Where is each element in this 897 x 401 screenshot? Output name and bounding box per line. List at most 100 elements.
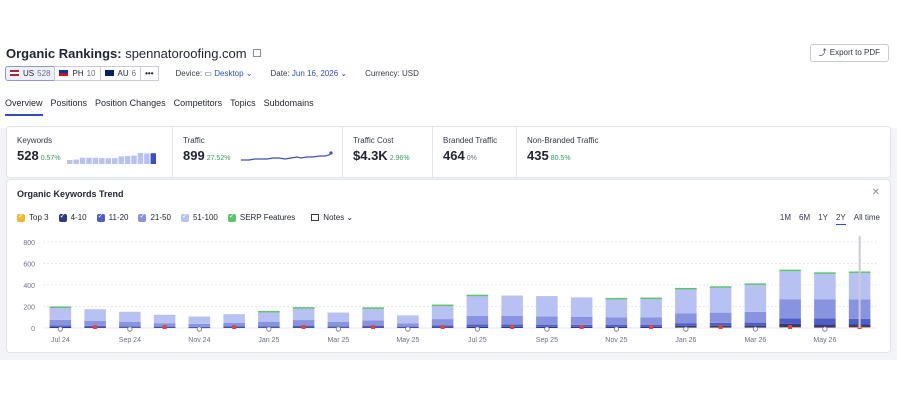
currency-value: USD (402, 68, 419, 78)
flag-marker-icon (93, 325, 98, 329)
bar-segment (640, 298, 662, 318)
legend-label: 11-20 (108, 213, 129, 222)
kpi-branded-traffic[interactable]: Branded Traffic 464 0% (432, 127, 516, 177)
legend-51-100[interactable]: 51-100 (180, 212, 218, 222)
bar-segment (814, 318, 836, 325)
notes-dropdown[interactable]: Notes ⌄ (311, 213, 353, 222)
legend-4-10[interactable]: 4-10 (58, 212, 87, 222)
checkbox-icon (138, 212, 147, 222)
kpi-label: Non-Branded Traffic (527, 136, 599, 145)
flag-marker-icon (718, 325, 723, 329)
bar-segment (501, 315, 523, 325)
close-icon[interactable]: ✕ (871, 187, 880, 198)
bar-segment (292, 307, 315, 321)
card-title: Organic Keywords Trend (17, 189, 124, 199)
tab-positions[interactable]: Positions (50, 98, 88, 108)
db-count: 10 (86, 68, 96, 78)
bar-segment (466, 315, 489, 325)
bar-segment (814, 299, 836, 319)
x-tick-label: May 25 (396, 337, 419, 344)
bar-segment (779, 299, 801, 319)
note-marker-icon (474, 326, 480, 332)
sparkline-bar (92, 157, 99, 164)
sparkline-bar (131, 155, 137, 164)
bar-segment (536, 296, 558, 317)
flag-marker-icon (301, 325, 306, 329)
bar-segment (292, 320, 315, 326)
legend-label: 21-50 (150, 213, 171, 222)
x-tick-label: Jul 25 (468, 337, 487, 344)
monitor-icon: ▭ (204, 68, 212, 78)
external-link-icon[interactable] (253, 49, 262, 57)
tab-overview[interactable]: Overview (5, 98, 43, 116)
ph-flag-icon (59, 70, 69, 76)
chevron-down-icon: ⌄ (344, 213, 354, 222)
tab-subdomains[interactable]: Subdomains (263, 98, 314, 108)
tab-position-changes[interactable]: Position Changes (95, 98, 166, 108)
more-databases-button[interactable]: ••• (140, 65, 159, 81)
date-select[interactable]: Date: Jun 16, 2026 ⌄ (271, 69, 348, 78)
range-6m[interactable]: 6M (799, 213, 811, 222)
legend-top-3[interactable]: Top 3 (17, 212, 49, 222)
note-marker-icon (683, 326, 689, 332)
bar-segment (49, 325, 72, 327)
database-au[interactable]: AU 6 (99, 65, 142, 81)
legend-serp-features[interactable]: SERP Features (227, 212, 296, 222)
sparkline-bar (118, 156, 124, 164)
note-marker-icon (544, 326, 550, 332)
notes-label: Notes (323, 213, 345, 222)
note-marker-icon (752, 326, 758, 332)
legend-label: Top 3 (29, 213, 49, 222)
chevron-down-icon: ⌄ (245, 68, 253, 78)
y-tick-label: 800 (23, 240, 35, 247)
bar-segment (188, 316, 211, 324)
tab-topics[interactable]: Topics (230, 98, 256, 108)
flag-marker-icon (232, 325, 237, 329)
device-label: Device: (175, 68, 203, 78)
x-tick-label: Jan 25 (258, 337, 279, 344)
note-marker-icon (613, 326, 619, 332)
note-marker-icon (196, 326, 202, 332)
database-us[interactable]: US 528 (5, 65, 56, 81)
legend-label: SERP Features (239, 213, 296, 222)
flag-marker-icon (579, 325, 584, 329)
y-tick-label: 600 (23, 262, 35, 269)
bar-segment (223, 322, 245, 327)
flag-marker-icon (162, 325, 167, 329)
bar-segment (640, 317, 662, 325)
legend-21-50[interactable]: 21-50 (138, 212, 171, 222)
range-all-time[interactable]: All time (853, 213, 880, 222)
range-2y[interactable]: 2Y (835, 213, 846, 225)
range-1y[interactable]: 1Y (818, 213, 828, 222)
kpi-traffic[interactable]: Traffic 899 27.52% (172, 127, 342, 177)
tab-competitors[interactable]: Competitors (173, 98, 223, 108)
sparkline-bar (150, 153, 156, 164)
bar-segment (119, 311, 141, 322)
bar-segment (397, 323, 419, 327)
checkbox-icon (96, 212, 105, 222)
legend-11-20[interactable]: 11-20 (96, 212, 129, 222)
bar-segment (675, 313, 697, 324)
kpi-traffic-cost[interactable]: Traffic Cost $4.3K 2.96% (342, 127, 432, 177)
range-1m[interactable]: 1M (779, 213, 792, 222)
kpi-keywords[interactable]: Keywords 528 0.57% (7, 127, 172, 177)
export-pdf-button[interactable]: ⤴ Export to PDF (809, 44, 889, 62)
page: Organic Rankings: spennatoroofing.com ⤴ E… (0, 38, 897, 360)
kpi-label: Branded Traffic (443, 136, 498, 145)
bar-segment (570, 316, 593, 325)
flag-marker-icon (440, 325, 445, 329)
database-ph[interactable]: PH 10 (54, 65, 101, 81)
bar-segment (258, 311, 280, 322)
bar-segment (327, 321, 350, 327)
currency-display: Currency: USD (365, 69, 419, 78)
domain-link[interactable]: spennatoroofing.com (125, 46, 247, 61)
device-select[interactable]: Device: ▭ Desktop ⌄ (176, 69, 253, 78)
bar-segment (431, 319, 454, 326)
kpi-non-branded-traffic[interactable]: Non-Branded Traffic 435 80.5% (516, 127, 626, 177)
sparkline-bar (73, 159, 79, 164)
flag-marker-icon (510, 325, 515, 329)
y-tick-label: 200 (23, 305, 35, 312)
kpi-change: 0.57% (40, 155, 61, 162)
x-tick-label: Sep 25 (536, 337, 558, 344)
checkbox-icon (58, 212, 67, 222)
